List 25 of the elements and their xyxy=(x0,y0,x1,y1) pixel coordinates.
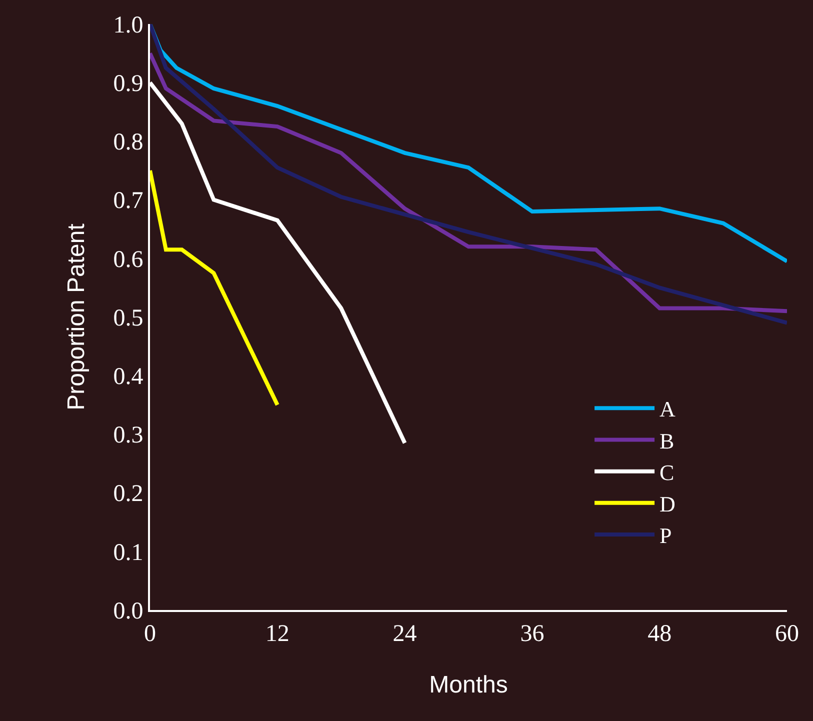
x-tick-label: 24 xyxy=(392,620,417,647)
x-tick-label: 60 xyxy=(775,620,799,647)
y-tick-label: 1.0 xyxy=(113,12,144,38)
legend-label: D xyxy=(660,492,676,516)
legend-label: B xyxy=(660,428,674,454)
y-axis-title: Proportion Patent xyxy=(62,223,90,410)
x-axis-title: Months xyxy=(429,672,508,699)
y-tick-label: 0.4 xyxy=(113,364,144,390)
y-tick-label: 0.0 xyxy=(113,598,144,624)
y-tick-label: 0.7 xyxy=(113,188,144,214)
line-series xyxy=(150,168,280,407)
y-tick-label: 0.1 xyxy=(113,540,144,566)
legend-label: P xyxy=(660,523,672,548)
y-tick-label: 0.3 xyxy=(113,422,144,449)
legend-label: C xyxy=(660,460,674,485)
x-tick-label: 12 xyxy=(265,620,290,647)
y-tick-label: 0.2 xyxy=(113,481,144,508)
x-tick-label: 48 xyxy=(648,620,672,647)
x-tick-label: 0 xyxy=(144,620,156,647)
x-tick-label: 36 xyxy=(520,620,544,647)
legend-label: A xyxy=(660,396,676,422)
y-tick-label: 0.9 xyxy=(113,71,144,97)
y-tick-label: 0.6 xyxy=(113,246,144,273)
y-tick-label: 0.5 xyxy=(113,305,144,332)
y-tick-label: 0.8 xyxy=(113,130,144,156)
